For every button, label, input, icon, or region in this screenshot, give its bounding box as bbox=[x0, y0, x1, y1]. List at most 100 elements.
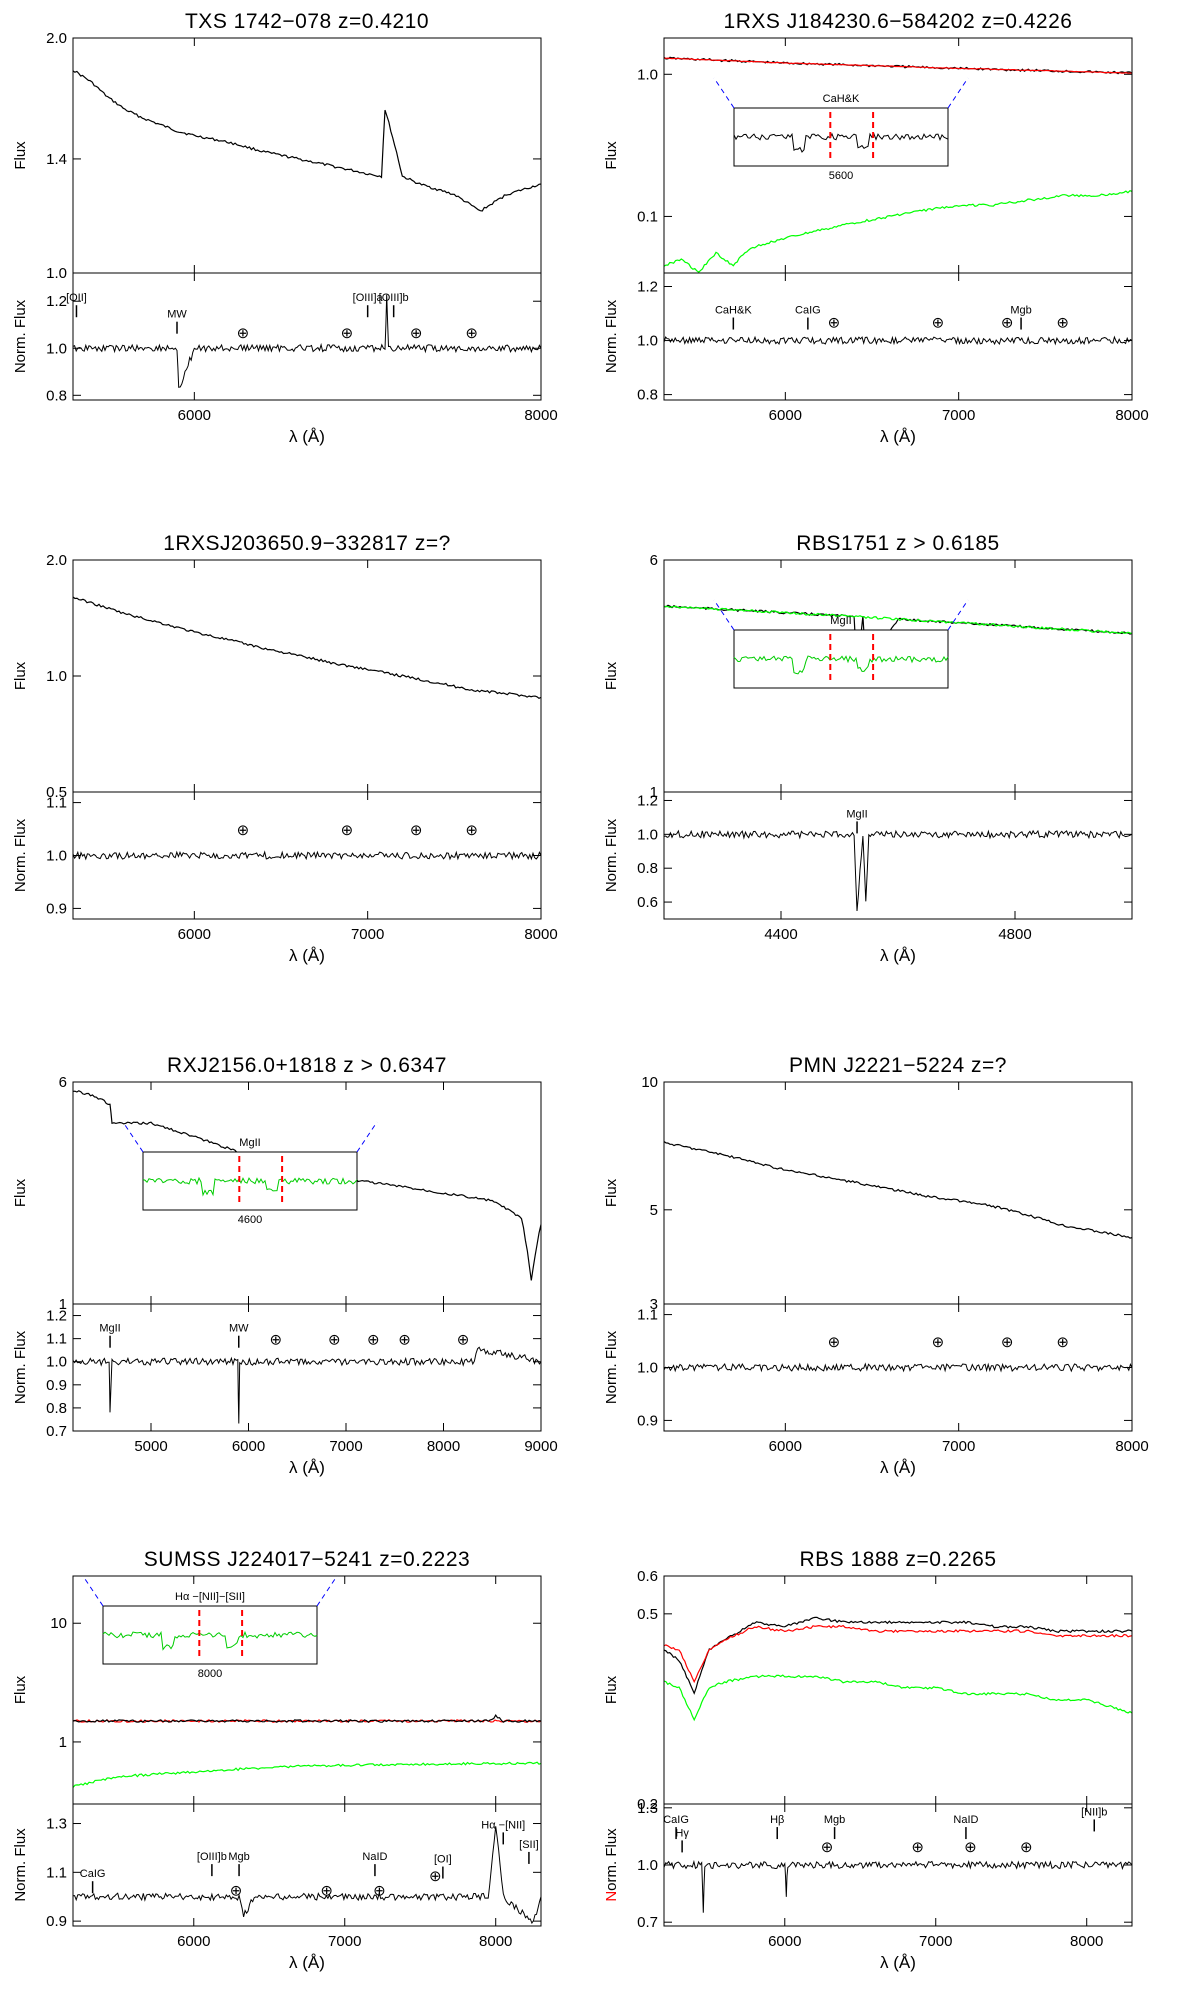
norm-y-axis-label: Norm. Flux bbox=[12, 1828, 29, 1902]
inset-connector bbox=[947, 599, 969, 631]
norm-y-tick-label: 1.2 bbox=[46, 293, 67, 310]
line-label: CaH&K bbox=[715, 305, 752, 317]
norm-frame bbox=[72, 1303, 542, 1432]
plot-area bbox=[73, 596, 541, 861]
y-tick-label: 2.0 bbox=[46, 30, 67, 47]
norm-y-tick-label: 0.7 bbox=[637, 1914, 658, 1931]
x-tick-label: 8000 bbox=[1115, 1438, 1148, 1455]
y-axis-label: Flux bbox=[12, 661, 29, 690]
norm-label-prefix: N bbox=[603, 1891, 620, 1902]
telluric-marker: ⊕ bbox=[341, 325, 354, 342]
y-axis-label: Flux bbox=[603, 1675, 620, 1704]
telluric-marker: ⊕ bbox=[1020, 1839, 1033, 1856]
spectrum-series-1 bbox=[664, 1141, 1132, 1239]
x-axis-label: λ (Å) bbox=[880, 946, 916, 965]
normalized-series bbox=[664, 829, 1132, 912]
telluric-marker: ⊕ bbox=[828, 315, 841, 332]
telluric-marker: ⊕ bbox=[398, 1332, 411, 1349]
inset: MgII 4600 bbox=[122, 1121, 378, 1226]
telluric-marker: ⊕ bbox=[821, 1839, 834, 1856]
y-tick-label: 6 bbox=[650, 552, 658, 569]
y-axis-label: Flux bbox=[603, 141, 620, 170]
panel-title: RBS1751 z > 0.6185 bbox=[796, 532, 999, 555]
telluric-marker: ⊕ bbox=[465, 325, 478, 342]
line-label: [OIII]b bbox=[379, 292, 409, 304]
inset-label: CaH&K bbox=[823, 93, 860, 105]
norm-y-axis-label: Norm. Flux bbox=[12, 818, 29, 892]
y-tick-label: 0.2 bbox=[637, 1796, 658, 1813]
line-label: MW bbox=[167, 309, 187, 321]
inset-connector bbox=[947, 77, 969, 109]
norm-frame bbox=[663, 1803, 1133, 1927]
spectrum-series-1 bbox=[73, 596, 541, 699]
inset-label: Hα −[NII]−[SII] bbox=[175, 1591, 245, 1603]
spectrum-series-2 bbox=[664, 605, 1132, 635]
telluric-marker: ⊕ bbox=[328, 1332, 341, 1349]
telluric-marker: ⊕ bbox=[911, 1839, 924, 1856]
plot-area bbox=[73, 1713, 541, 1925]
norm-frame bbox=[72, 1803, 542, 1927]
telluric-marker: ⊕ bbox=[1056, 1334, 1069, 1351]
x-tick-label: 6000 bbox=[177, 1933, 210, 1950]
x-tick-label: 7000 bbox=[329, 1438, 362, 1455]
norm-frame bbox=[663, 791, 1133, 920]
telluric-marker: ⊕ bbox=[320, 1882, 333, 1899]
inset: Hα −[NII]−[SII] 8000 bbox=[82, 1575, 338, 1680]
x-tick-label: 8000 bbox=[524, 407, 557, 424]
y-tick-label: 1 bbox=[59, 1734, 67, 1751]
x-axis-label: λ (Å) bbox=[880, 1953, 916, 1972]
flux-frame bbox=[663, 1575, 1133, 1805]
line-label: Hβ bbox=[770, 1814, 784, 1826]
norm-y-tick-label: 1.0 bbox=[637, 1857, 658, 1874]
line-label: Mgb bbox=[1010, 305, 1031, 317]
norm-y-tick-label: 1.0 bbox=[46, 848, 67, 865]
y-tick-label: 1 bbox=[650, 784, 658, 801]
norm-y-axis-label: Norm. Flux bbox=[12, 299, 29, 373]
inset: CaH&K 5600 bbox=[713, 77, 969, 182]
telluric-marker: ⊕ bbox=[932, 315, 945, 332]
x-tick-label: 6000 bbox=[178, 926, 211, 943]
x-tick-label: 4400 bbox=[764, 926, 797, 943]
inset-connector bbox=[713, 599, 735, 631]
inset-tick-label: 5600 bbox=[829, 170, 853, 182]
panel-4: RBS1751 z > 0.6185 6 11.2 1.0 0.8 0.6 4400 4800… bbox=[603, 532, 1133, 965]
normalized-series bbox=[73, 294, 541, 388]
telluric-marker: ⊕ bbox=[465, 822, 478, 839]
norm-y-tick-label: 1.1 bbox=[46, 1331, 67, 1348]
inset-series bbox=[733, 655, 949, 675]
norm-y-tick-label: 0.9 bbox=[46, 1913, 67, 1930]
telluric-marker: ⊕ bbox=[932, 1334, 945, 1351]
y-tick-label: 3 bbox=[650, 1296, 658, 1313]
y-tick-label: 1.0 bbox=[637, 66, 658, 83]
x-tick-label: 5000 bbox=[134, 1438, 167, 1455]
normalized-series bbox=[73, 1826, 541, 1925]
line-label: [OI] bbox=[434, 1854, 452, 1866]
y-tick-label: 0.6 bbox=[637, 1568, 658, 1585]
inset: MgII bbox=[713, 599, 969, 689]
panel-7: SUMSS J224017−5241 z=0.2223 10 1 1.3 1.1 0.9 6… bbox=[12, 1548, 542, 1972]
normalized-series bbox=[73, 1346, 541, 1424]
norm-y-axis-label: Norm. Flux bbox=[12, 1330, 29, 1404]
norm-y-tick-label: 1.0 bbox=[637, 1360, 658, 1377]
norm-y-axis-label: Norm. Flux bbox=[603, 818, 620, 892]
panel-6: PMN J2221−5224 z=? 10 5 31.1 1.0 0.9 6000 7000 8… bbox=[603, 1054, 1149, 1477]
y-tick-label: 1 bbox=[59, 1296, 67, 1313]
telluric-marker: ⊕ bbox=[1056, 315, 1069, 332]
x-tick-label: 9000 bbox=[524, 1438, 557, 1455]
norm-y-tick-label: 1.0 bbox=[637, 333, 658, 350]
norm-y-tick-label: 1.2 bbox=[637, 279, 658, 296]
spectrum-series-3 bbox=[73, 1761, 541, 1788]
x-axis-label: λ (Å) bbox=[289, 946, 325, 965]
norm-y-tick-label: 1.3 bbox=[637, 1800, 658, 1817]
y-axis-label: Flux bbox=[12, 1178, 29, 1207]
norm-label-rest: orm. Flux bbox=[603, 1828, 620, 1891]
norm-y-tick-label: 0.9 bbox=[46, 1377, 67, 1394]
norm-frame bbox=[663, 1303, 1133, 1432]
norm-y-tick-label: 0.9 bbox=[637, 1412, 658, 1429]
line-label: MW bbox=[229, 1323, 249, 1335]
y-axis-label: Flux bbox=[603, 661, 620, 690]
panel-5: RXJ2156.0+1818 z > 0.6347 6 11.2 1.1 1.0 0.9 0… bbox=[12, 1054, 558, 1477]
spectrum-series-3 bbox=[664, 190, 1132, 273]
line-label: MgII bbox=[846, 808, 867, 820]
